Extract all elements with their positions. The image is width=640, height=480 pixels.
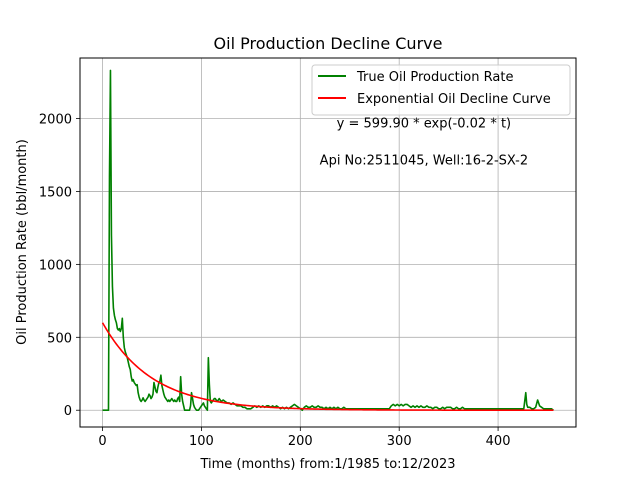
series-line-decline-curve xyxy=(101,322,554,412)
legend-label-true-rate: True Oil Production Rate xyxy=(356,70,513,85)
x-tick-label: 400 xyxy=(486,434,511,449)
series-group xyxy=(101,69,554,412)
x-tick-label: 200 xyxy=(288,434,313,449)
plot-area-frame xyxy=(79,57,577,428)
y-tick-label: 1500 xyxy=(39,185,72,200)
legend-box xyxy=(311,64,571,116)
equation-annotation: y = 599.90 * exp(-0.02 * t) xyxy=(337,116,511,131)
grid-lines xyxy=(80,58,576,427)
well-annotation: Api No:2511045, Well:16-2-SX-2 xyxy=(320,153,528,168)
legend-label-decline-curve: Exponential Oil Decline Curve xyxy=(357,92,551,107)
legend: True Oil Production Rate Exponential Oil… xyxy=(311,64,571,116)
y-tick-label: 0 xyxy=(64,404,72,419)
axis-ticks: 0 100 200 300 400 0 500 1000 1500 2000 xyxy=(39,113,511,449)
x-tick-label: 300 xyxy=(387,434,412,449)
x-tick-label: 100 xyxy=(189,434,214,449)
series-line-true-rate xyxy=(102,69,554,412)
y-axis-label: Oil Production Rate (bbl/month) xyxy=(15,139,30,345)
y-tick-label: 2000 xyxy=(39,113,72,128)
chart-title: Oil Production Decline Curve xyxy=(214,34,443,53)
x-tick-label: 0 xyxy=(98,434,106,449)
x-axis-label: Time (months) from:1/1985 to:12/2023 xyxy=(199,457,455,472)
y-tick-label: 500 xyxy=(47,331,72,346)
y-tick-label: 1000 xyxy=(39,258,72,273)
